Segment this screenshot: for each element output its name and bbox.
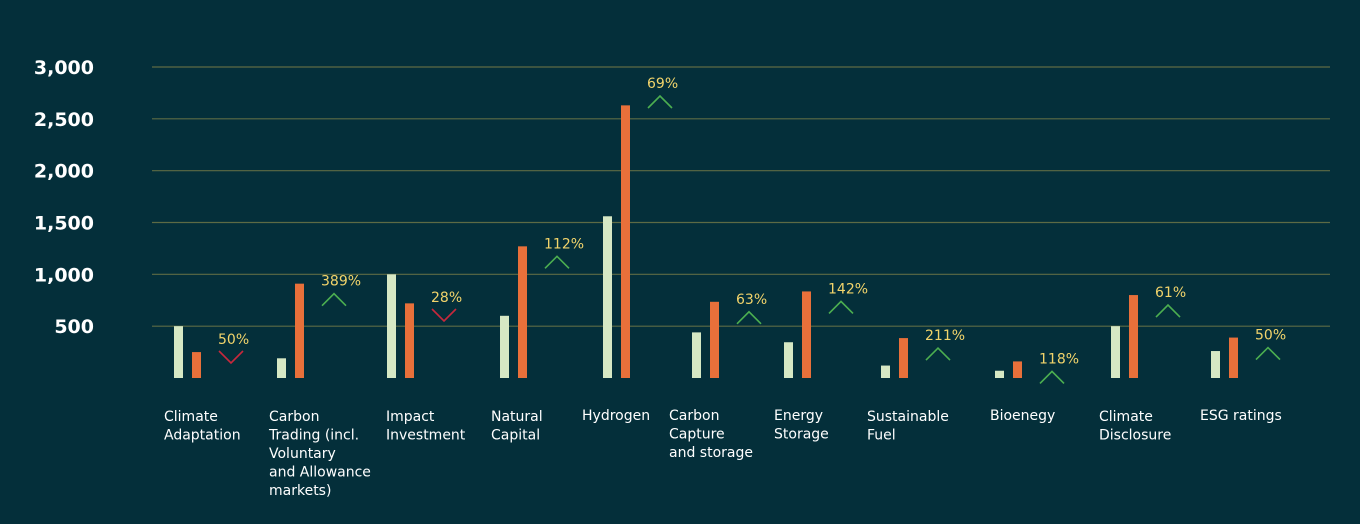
bar-previous xyxy=(784,342,793,378)
bar-previous xyxy=(603,216,612,378)
category-label: Natural xyxy=(491,409,543,425)
chevron-down-icon xyxy=(218,350,244,365)
category-label: and Allowance xyxy=(269,465,371,481)
chevron-up-icon xyxy=(736,310,762,325)
bar-current xyxy=(621,105,630,379)
bar-current xyxy=(1013,361,1022,378)
change-percent-label: 211% xyxy=(925,328,965,344)
category-label: Bioenegy xyxy=(990,408,1055,424)
category-label: Trading (incl. xyxy=(268,428,359,444)
bar-current xyxy=(802,291,811,378)
chevron-up-icon xyxy=(828,300,854,315)
chevron-up-icon xyxy=(925,346,951,361)
bar-current xyxy=(899,338,908,378)
y-tick-label: 1,500 xyxy=(34,213,94,235)
bar-current xyxy=(405,303,414,378)
bar-previous xyxy=(1211,351,1220,378)
category-label: Capital xyxy=(491,428,540,444)
category-label: Sustainable xyxy=(867,409,949,425)
category-label: and storage xyxy=(669,445,753,461)
category-label: ESG ratings xyxy=(1200,408,1282,424)
chevron-up-icon xyxy=(321,292,347,307)
change-annotations: 50% 389% 28% 112% 69% 63% 142% 211% 118% 61% 50% xyxy=(218,76,1286,384)
bar-current xyxy=(710,301,719,378)
change-percent-label: 142% xyxy=(828,281,868,297)
y-tick-label: 2,000 xyxy=(34,161,94,183)
chevron-up-icon xyxy=(1155,303,1181,318)
category-label: Fuel xyxy=(867,428,896,444)
category-label: Climate xyxy=(164,409,218,425)
y-tick-label: 1,000 xyxy=(34,264,94,286)
bar-previous xyxy=(387,274,396,378)
category-label: Capture xyxy=(669,427,725,443)
bar-previous xyxy=(881,365,890,378)
category-label: Adaptation xyxy=(164,428,241,444)
category-label: Storage xyxy=(774,427,829,443)
bar-previous xyxy=(1111,326,1120,378)
y-axis-ticks: 500 1,000 1,500 2,000 2,500 3,000 xyxy=(34,57,94,338)
y-tick-label: 3,000 xyxy=(34,57,94,79)
chevron-up-icon xyxy=(1039,370,1065,384)
change-percent-label: 50% xyxy=(218,332,249,348)
bar-previous xyxy=(692,332,701,378)
bars xyxy=(174,105,1238,379)
change-percent-label: 118% xyxy=(1039,351,1079,367)
category-label: markets) xyxy=(269,483,331,499)
category-label: Carbon xyxy=(669,408,719,424)
change-percent-label: 61% xyxy=(1155,285,1186,301)
category-label: Energy xyxy=(774,408,823,424)
category-label: Climate xyxy=(1099,409,1153,425)
chevron-down-icon xyxy=(431,308,457,323)
category-label: Carbon xyxy=(269,409,319,425)
change-percent-label: 112% xyxy=(544,236,584,252)
bar-previous xyxy=(995,370,1004,378)
category-label: Impact xyxy=(386,409,435,425)
change-percent-label: 50% xyxy=(1255,328,1286,344)
category-label: Hydrogen xyxy=(582,408,650,424)
change-percent-label: 389% xyxy=(321,274,361,290)
category-labels: Climate Adaptation Carbon Trading (incl. Vol… xyxy=(164,408,1282,499)
bar-previous xyxy=(174,326,183,378)
bar-current xyxy=(518,246,527,378)
change-percent-label: 28% xyxy=(431,290,462,306)
category-label: Disclosure xyxy=(1099,428,1171,444)
chevron-up-icon xyxy=(1255,346,1281,361)
category-label: Investment xyxy=(386,428,466,444)
bar-current xyxy=(192,352,201,378)
change-percent-label: 63% xyxy=(736,292,767,308)
bar-current xyxy=(1129,295,1138,378)
bar-current xyxy=(1229,337,1238,378)
chevron-up-icon xyxy=(544,255,570,269)
chevron-up-icon xyxy=(647,94,673,109)
change-percent-label: 69% xyxy=(647,76,678,92)
y-tick-label: 500 xyxy=(54,316,94,338)
bar-current xyxy=(295,283,304,378)
bar-previous xyxy=(500,315,509,378)
y-tick-label: 2,500 xyxy=(34,109,94,131)
category-label: Voluntary xyxy=(269,446,336,462)
bar-previous xyxy=(277,358,286,378)
